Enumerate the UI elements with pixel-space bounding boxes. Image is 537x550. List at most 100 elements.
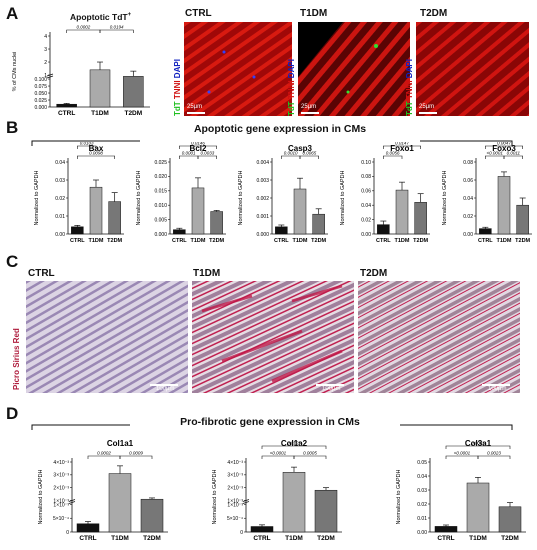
- bar-a-t1dm: [89, 69, 111, 108]
- bar-bax-ctrl: [71, 226, 84, 235]
- histo-t1dm-image: [192, 281, 354, 393]
- bar-bcl2-t1dm: [191, 187, 205, 235]
- panel-a-chart-title: Apoptotic TdT+: [70, 12, 132, 22]
- x-tick-label-bcl2: T1DM: [191, 238, 206, 244]
- axis-break-a: [46, 73, 54, 77]
- x-tick-label-a: T2DM: [124, 110, 142, 117]
- x-tick-label-casp3: CTRL: [274, 238, 289, 244]
- bar-foxo3-t1dm: [497, 176, 511, 235]
- sig-bracket-bax: [77, 155, 115, 159]
- scale-bar-c-ctrl: [150, 384, 178, 386]
- bar-col1a1-t1dm: [108, 473, 132, 533]
- chart-title-foxo1: Foxo1: [390, 144, 414, 153]
- sig-bracket-bcl2: [179, 145, 217, 149]
- axis-break-col1a1: [68, 501, 76, 504]
- scale-bar-a-t1dm: [301, 112, 319, 114]
- y-tick-label-bax: 0.04: [55, 160, 65, 166]
- p-value-bax: 0.0098: [89, 151, 103, 156]
- y-axis-label-casp3: Normalized to GAPDH: [238, 170, 244, 225]
- p-value-col3a1: 0.0023: [487, 451, 501, 456]
- y-tick-label-foxo3: 0.06: [463, 178, 473, 184]
- x-tick-label-bax: CTRL: [70, 238, 85, 244]
- chart-foxo3: Foxo3 Normalized to GAPDH 0.00 0.02 0.04 0.06…: [442, 142, 532, 244]
- sig-bracket-col3a1: [445, 445, 511, 449]
- sig-bracket-col1a2: [261, 445, 327, 449]
- y-tick-label-bcl2: 0.015: [154, 189, 167, 195]
- x-tick-label-casp3: T2DM: [311, 238, 326, 244]
- y-tick-label-bcl2: 0.020: [154, 174, 167, 180]
- histo-side-label: Picro Sirius Red: [12, 328, 21, 390]
- x-tick-label-col1a1: T2DM: [143, 535, 161, 542]
- y-tick-label-col3a1: 0.00: [417, 530, 427, 536]
- bar-col1a2-t1dm: [282, 472, 306, 533]
- bar-bax-t2dm: [108, 201, 121, 235]
- y-tick-label-col3a1: 0.01: [417, 516, 427, 522]
- y-tick-label-col1a2: 0: [240, 530, 243, 536]
- sig-bracket-col1a2: [261, 455, 295, 459]
- sig-bracket-casp3: [281, 155, 301, 159]
- y-tick-label-col1a1: 2×10⁻³: [53, 485, 69, 491]
- sig-bracket-bax: [77, 145, 97, 149]
- p-value-col1a2: <0.0001: [270, 451, 287, 456]
- p-value-col1a2: 0.0005: [303, 451, 317, 456]
- sig-bracket-foxo1: [383, 155, 403, 159]
- y-tick-label-foxo3: 0.02: [463, 214, 473, 220]
- chart-apoptotic-tdt: % of CMs nuclei 0.0000.0250.0500.0750.100…: [12, 25, 150, 117]
- x-tick-label-foxo3: CTRL: [478, 238, 493, 244]
- bar-foxo3-t2dm: [516, 204, 529, 235]
- histo-label-t2dm: T2DM: [360, 268, 388, 279]
- chart-casp3: Casp3 Normalized to GAPDH 0.000 0.001 0.002 0…: [238, 144, 328, 244]
- bar-col3a1-ctrl: [434, 526, 458, 533]
- x-tick-label-foxo1: T2DM: [413, 238, 428, 244]
- y-tick-label-casp3: 0.001: [256, 214, 269, 220]
- y-tick-label-bax: 0.00: [55, 232, 65, 238]
- x-tick-label-col1a1: CTRL: [79, 535, 96, 542]
- sig-bracket-col1a2: [293, 455, 327, 459]
- p-value-col1a2: 0.0107: [287, 441, 301, 446]
- y-tick-label-a: 3: [44, 47, 47, 53]
- p-value-bcl2: 0.0146: [191, 142, 205, 146]
- y-tick-label-col1a1: 4×10⁻³: [53, 460, 69, 466]
- x-tick-label-col1a2: T1DM: [285, 535, 303, 542]
- bar-foxo3-ctrl: [479, 228, 492, 235]
- p-value-a: 0.0002: [76, 25, 90, 30]
- scale-bar-c-t2dm: [482, 384, 510, 386]
- sig-bracket-a: [66, 29, 101, 33]
- bar-bcl2-ctrl: [173, 229, 186, 235]
- sig-bracket-col1a1: [87, 455, 121, 459]
- p-value-foxo1: 0.0147: [395, 142, 409, 146]
- p-value-foxo1: 0.0056: [386, 151, 400, 156]
- sig-bracket-foxo3: [503, 155, 523, 159]
- x-tick-label-bax: T1DM: [89, 238, 104, 244]
- chart-title-foxo3: Foxo3: [492, 144, 516, 153]
- bar-col3a1-t2dm: [498, 506, 522, 533]
- y-tick-label-casp3: 0.003: [256, 178, 269, 184]
- y-tick-label-casp3: 0.002: [256, 196, 269, 202]
- x-tick-label-casp3: T1DM: [293, 238, 308, 244]
- x-tick-label-a: CTRL: [58, 110, 75, 117]
- scale-bar-a-ctrl: [187, 112, 205, 114]
- y-tick-label-foxo1: 0.00: [361, 232, 371, 238]
- sig-bracket-col3a1: [477, 455, 511, 459]
- y-tick-label-foxo1: 0.04: [361, 203, 371, 209]
- p-value-col3a1: 0.0061: [471, 441, 485, 446]
- micro-a-label-t2dm: T2DM: [420, 8, 448, 19]
- y-tick-label-col1a1: 1×10⁻³: [53, 502, 69, 508]
- bar-casp3-t1dm: [293, 188, 307, 235]
- sig-bracket-bcl2: [179, 155, 199, 159]
- chart-title-casp3: Casp3: [288, 144, 313, 153]
- x-tick-label-col3a1: T1DM: [469, 535, 487, 542]
- scale-text-c-ctrl: 100µm: [156, 386, 175, 392]
- histo-t2dm-image: [358, 281, 520, 393]
- x-tick-label-col1a2: T2DM: [317, 535, 335, 542]
- y-tick-label-col3a1: 0.04: [417, 474, 427, 480]
- x-tick-label-bcl2: CTRL: [172, 238, 187, 244]
- p-value-casp3: 0.0010: [284, 151, 298, 156]
- p-value-a: 0.0194: [110, 25, 124, 30]
- y-tick-label-foxo3: 0.00: [463, 232, 473, 238]
- y-tick-label-a: 4: [44, 34, 47, 40]
- y-tick-label-a: 0.025: [34, 98, 47, 104]
- scale-text-a-t2dm: 25µm: [419, 104, 435, 110]
- panel-label-a: A: [6, 4, 19, 23]
- x-tick-label-col1a1: T1DM: [111, 535, 129, 542]
